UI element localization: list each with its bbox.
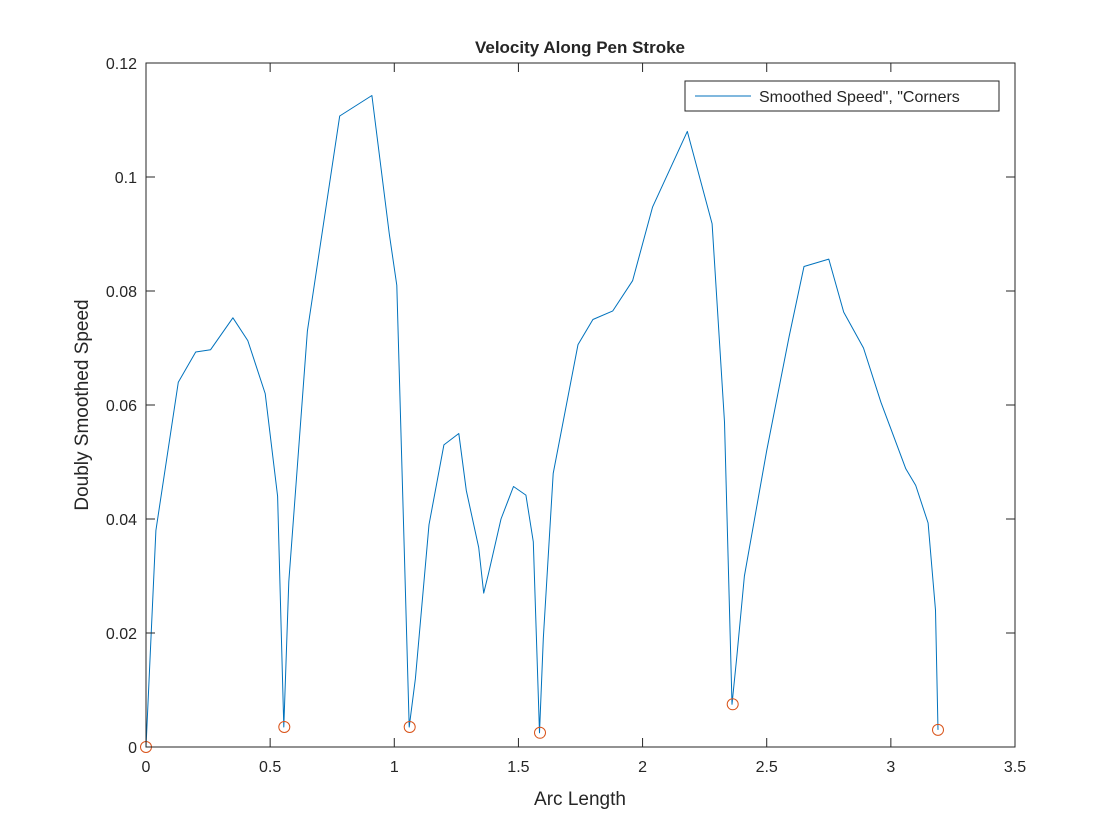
x-axis-label: Arc Length xyxy=(534,789,626,810)
corner-marker xyxy=(403,721,416,733)
legend-label: Smoothed Speed", "Corners xyxy=(759,89,960,106)
y-tick-label: 0.1 xyxy=(115,170,137,187)
ticks-layer: 0 0.5 1 1.5 2 2.5 3 3.5 0 0.02 0.04 0.06 0.08 0.1 0.12 xyxy=(106,56,1026,776)
corner-marker xyxy=(932,723,944,736)
x-tick-label: 0 xyxy=(142,759,151,776)
x-tick-label: 3 xyxy=(886,759,895,776)
x-tick-label: 2.5 xyxy=(756,759,778,776)
y-tick-label: 0.02 xyxy=(106,626,137,643)
y-tick-label: 0.12 xyxy=(106,56,137,73)
y-tick-label: 0 xyxy=(128,740,137,757)
plot-area xyxy=(146,63,1015,747)
x-tick-label: 2 xyxy=(638,759,647,776)
y-tick-label: 0.06 xyxy=(106,398,137,415)
x-tick-label: 3.5 xyxy=(1004,759,1026,776)
corner-marker xyxy=(726,698,739,711)
x-tick-label: 0.5 xyxy=(259,759,281,776)
y-axis-label: Doubly Smoothed Speed xyxy=(72,299,93,510)
legend: Smoothed Speed", "Corners xyxy=(684,80,1000,112)
chart-title: Velocity Along Pen Stroke xyxy=(475,38,685,57)
legend-box xyxy=(684,80,1000,112)
corner-marker xyxy=(534,726,546,739)
x-tick-label: 1.5 xyxy=(507,759,529,776)
y-tick-label: 0.04 xyxy=(106,512,137,529)
speed-line xyxy=(145,95,939,748)
y-tick-label: 0.08 xyxy=(106,284,137,301)
x-tick-label: 1 xyxy=(390,759,399,776)
corner-marker xyxy=(278,721,291,733)
